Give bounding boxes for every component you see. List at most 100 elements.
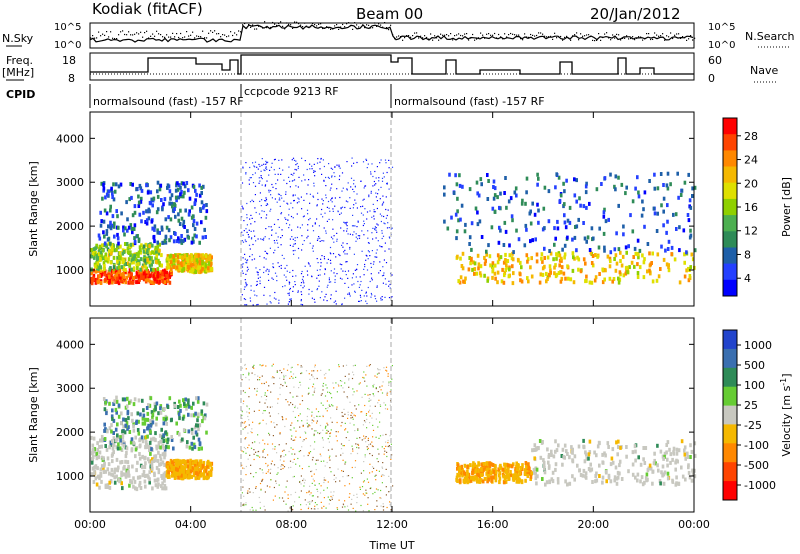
data-cell: [149, 437, 153, 442]
data-cell: [328, 207, 330, 209]
data-cell: [93, 449, 96, 454]
data-cell: [135, 280, 138, 285]
data-cell: [353, 494, 355, 496]
data-cell: [110, 423, 113, 428]
data-cell: [336, 440, 338, 442]
data-cell: [385, 369, 387, 371]
data-cell: [246, 214, 248, 216]
data-cell: [170, 463, 173, 468]
data-cell: [325, 232, 327, 234]
data-cell: [577, 257, 581, 262]
data-cell: [288, 208, 290, 210]
data-cell: [264, 250, 266, 252]
data-cell: [674, 482, 678, 487]
data-cell: [379, 421, 381, 423]
data-cell: [141, 416, 145, 421]
data-cell: [328, 279, 330, 281]
data-cell: [588, 201, 591, 206]
data-cell: [167, 445, 170, 450]
data-cell: [247, 490, 249, 492]
data-cell: [458, 473, 461, 478]
data-cell: [196, 267, 199, 272]
data-cell: [656, 186, 660, 191]
data-cell: [115, 457, 119, 462]
data-cell: [178, 432, 181, 437]
data-cell: [301, 400, 304, 402]
data-cell: [150, 219, 154, 224]
data-cell: [256, 280, 258, 283]
data-cell: [148, 279, 152, 284]
data-cell: [338, 164, 340, 166]
data-cell: [207, 268, 210, 273]
nsearch-point: [350, 25, 352, 27]
data-cell: [286, 264, 288, 267]
data-cell: [112, 265, 116, 270]
data-cell: [292, 396, 294, 398]
data-cell: [554, 185, 557, 190]
data-cell: [122, 417, 125, 422]
data-cell: [267, 471, 269, 473]
nsearch-point: [132, 34, 134, 36]
data-cell: [316, 422, 318, 424]
data-cell: [243, 400, 245, 402]
data-cell: [381, 385, 383, 387]
data-cell: [373, 261, 375, 263]
data-cell: [356, 161, 358, 164]
data-cell: [299, 436, 301, 438]
data-cell: [307, 507, 309, 510]
data-cell: [90, 460, 94, 465]
data-cell: [373, 180, 375, 183]
nsearch-point: [620, 39, 622, 41]
data-cell: [109, 260, 113, 265]
nsearch-point: [348, 22, 350, 24]
data-cell: [381, 177, 384, 179]
data-cell: [331, 183, 333, 185]
nsearch-point: [342, 23, 344, 26]
data-cell: [131, 182, 134, 187]
data-cell: [165, 438, 168, 443]
nsearch-point: [94, 37, 96, 39]
data-cell: [386, 408, 389, 410]
data-cell: [362, 161, 365, 163]
data-cell: [661, 464, 665, 469]
data-cell: [355, 233, 357, 235]
data-cell: [162, 477, 166, 482]
data-cell: [189, 465, 192, 470]
data-cell: [243, 298, 245, 300]
data-cell: [154, 454, 158, 459]
data-cell: [293, 475, 295, 478]
data-cell: [543, 466, 546, 470]
data-cell: [349, 207, 351, 209]
data-cell: [261, 238, 263, 241]
data-cell: [291, 366, 293, 368]
data-cell: [341, 264, 343, 266]
data-cell: [168, 201, 171, 206]
data-cell: [130, 480, 134, 485]
data-cell: [382, 434, 384, 436]
data-cell: [282, 467, 284, 470]
data-cell: [583, 459, 587, 464]
data-cell: [391, 227, 393, 229]
data-cell: [376, 285, 378, 287]
data-cell: [325, 176, 327, 179]
data-cell: [125, 446, 129, 451]
data-cell: [92, 273, 96, 278]
data-cell: [367, 503, 369, 505]
data-cell: [313, 170, 315, 172]
nsearch-series: [90, 21, 696, 42]
data-cell: [93, 252, 97, 257]
data-cell: [161, 476, 164, 481]
data-cell: [649, 262, 652, 267]
data-cell: [281, 372, 283, 374]
data-cell: [530, 256, 533, 261]
nsearch-point: [212, 31, 214, 33]
data-cell: [189, 263, 193, 268]
data-cell: [500, 279, 504, 284]
nsearch-point: [138, 33, 140, 35]
data-cell: [267, 389, 269, 392]
data-cell: [162, 416, 166, 421]
data-cell: [251, 237, 253, 239]
data-cell: [515, 464, 518, 469]
data-cell: [178, 464, 182, 469]
